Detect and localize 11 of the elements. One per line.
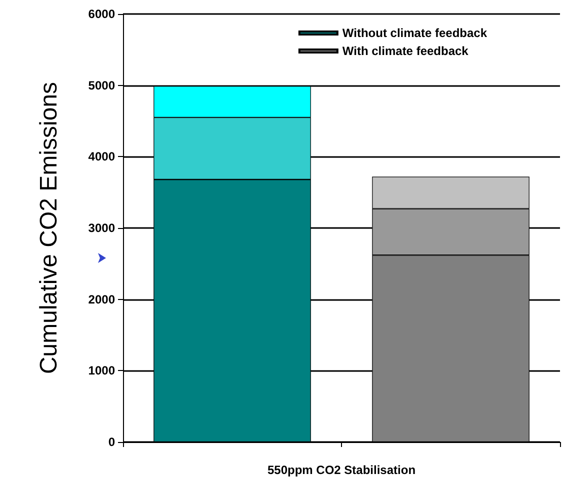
- y-tick-label: 3000: [88, 221, 116, 235]
- y-tick-label: 2000: [88, 292, 116, 306]
- legend-label: Without climate feedback: [342, 26, 488, 40]
- legend-label: With climate feedback: [342, 44, 469, 58]
- y-tick-label: 1000: [88, 364, 116, 378]
- y-tick-label: 0: [108, 435, 116, 449]
- y-axis-title: Cumulative CO2 Emissions: [36, 82, 62, 374]
- y-tick-label: 5000: [88, 78, 116, 92]
- y-tick-label: 6000: [88, 7, 116, 21]
- x-axis-title: 550ppm CO2 Stabilisation: [267, 463, 416, 477]
- y-tick-label: 4000: [88, 150, 116, 164]
